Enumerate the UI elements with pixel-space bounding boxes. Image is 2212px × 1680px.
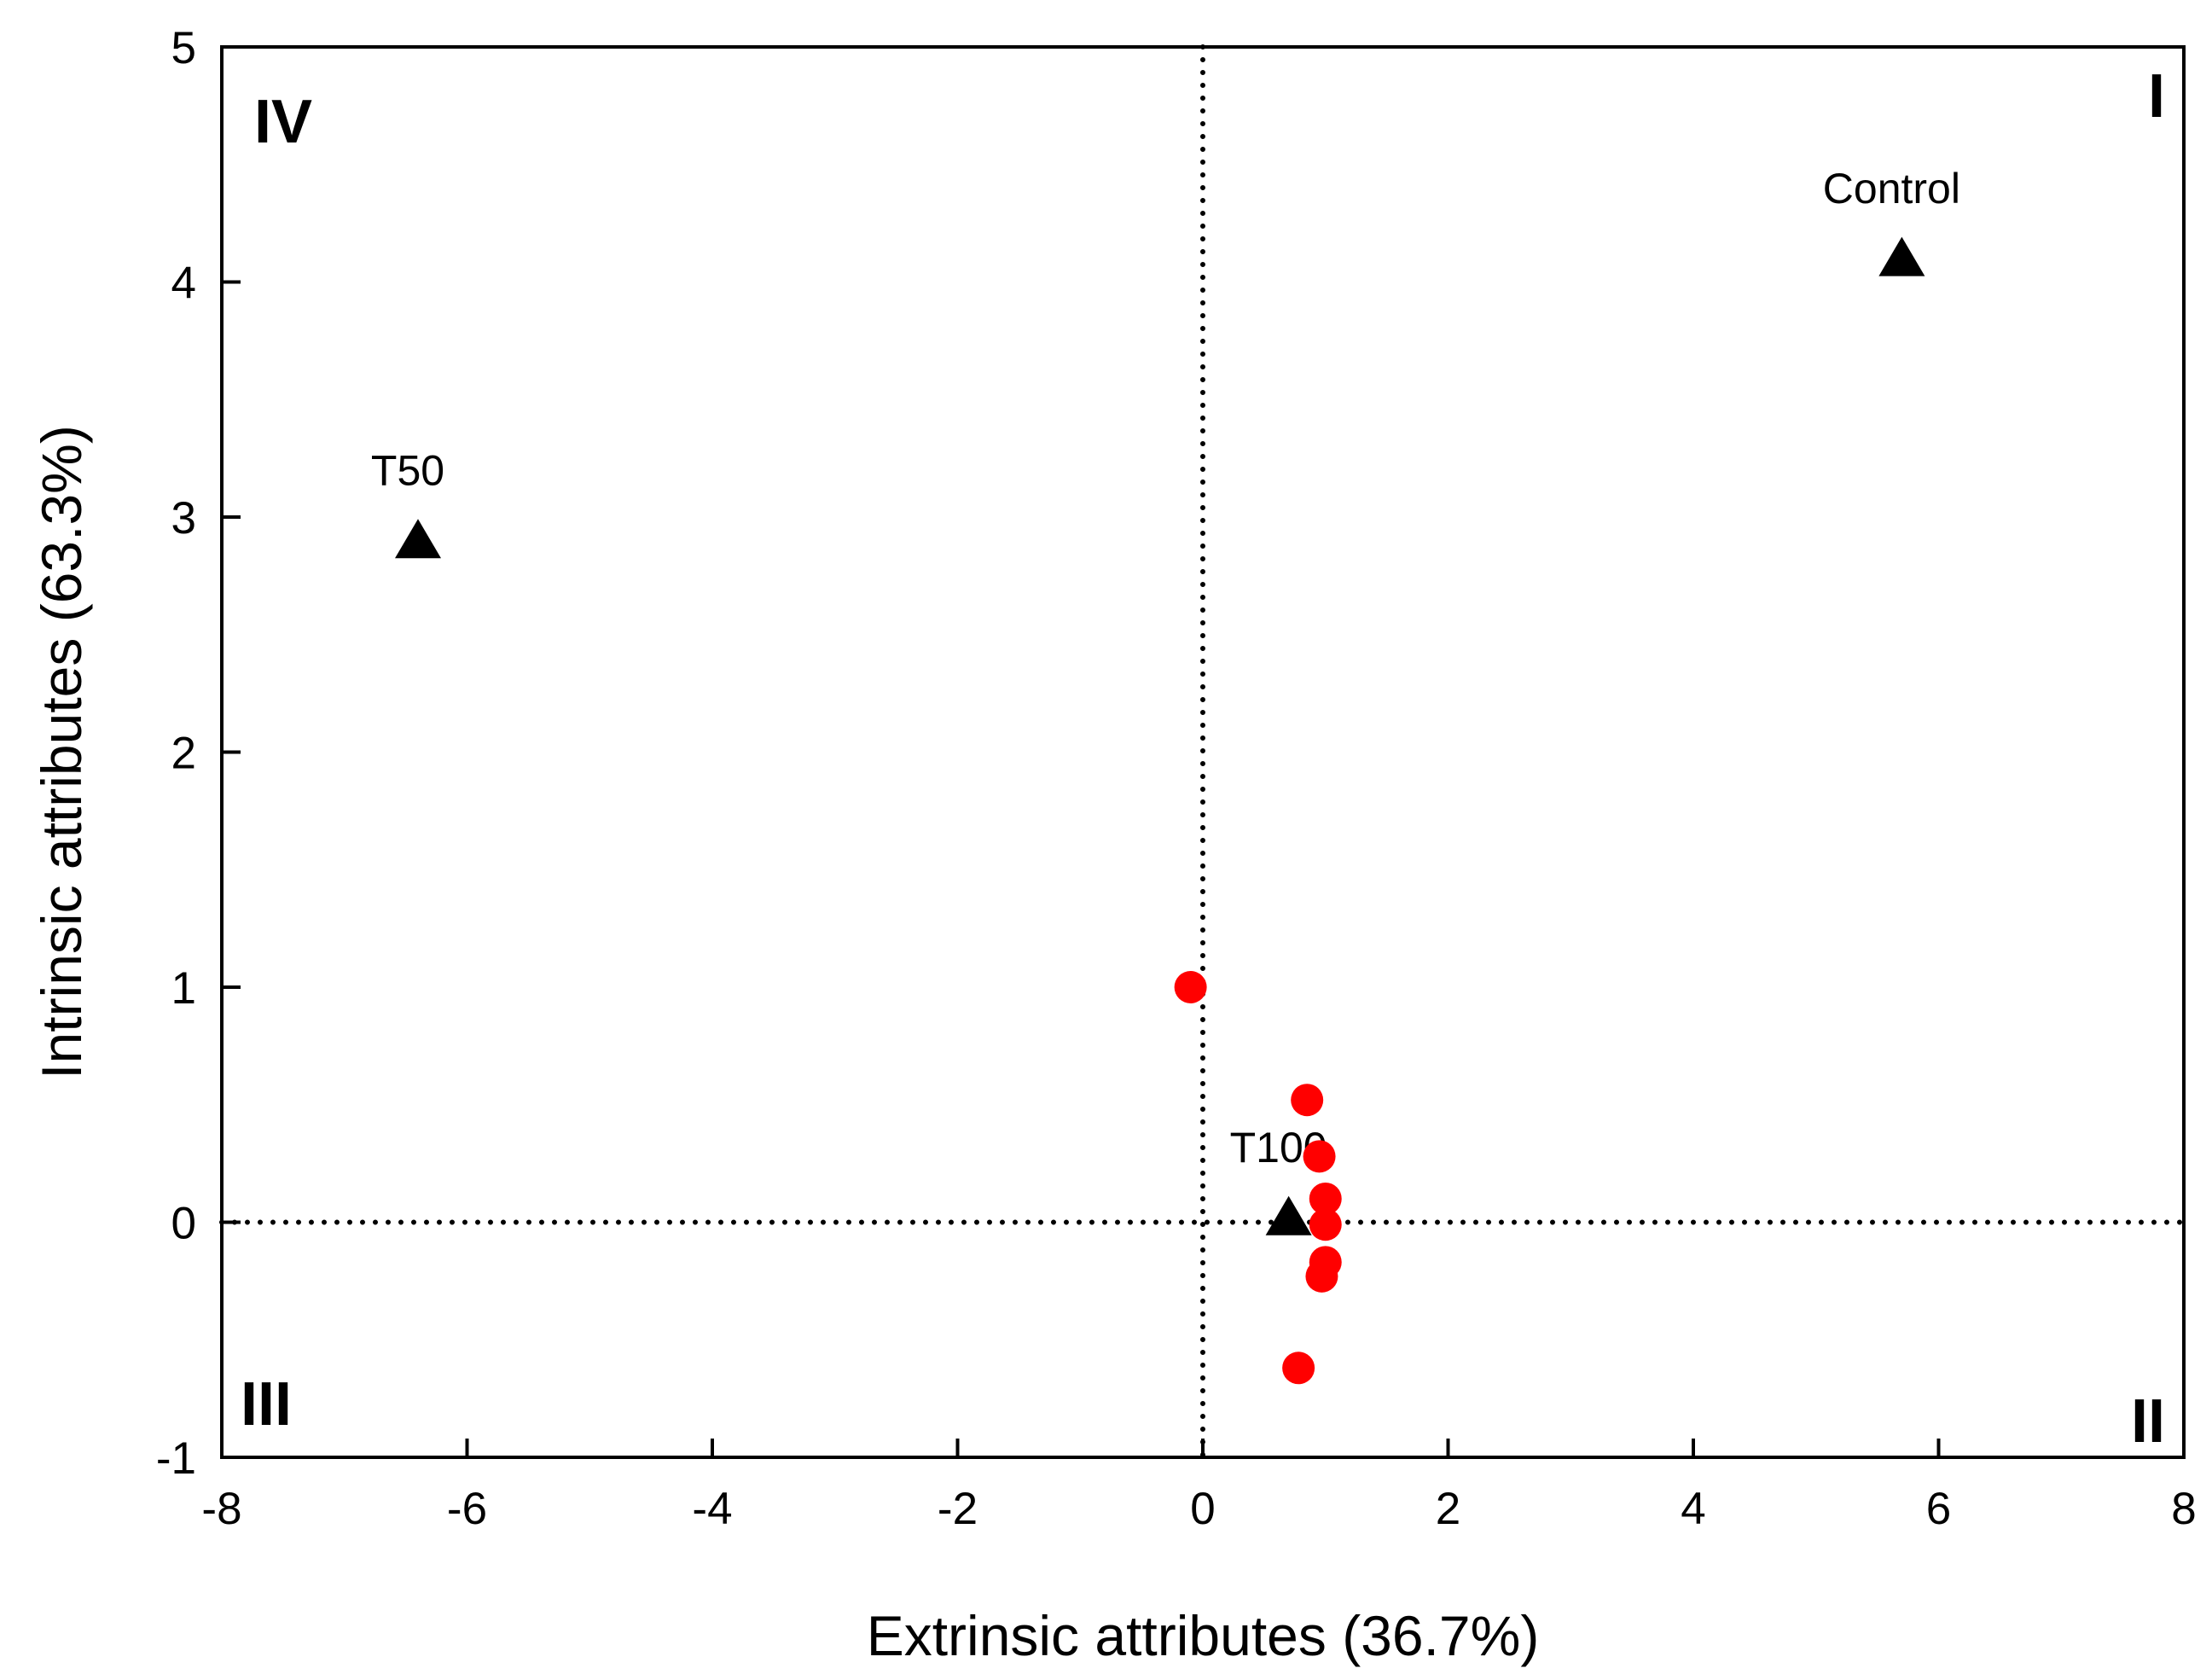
y-tick-label: 3 <box>171 493 196 544</box>
quadrant-label: I <box>2148 62 2165 131</box>
circle-marker <box>1309 1182 1342 1215</box>
quadrant-label: II <box>2131 1387 2165 1456</box>
x-tick-label: 8 <box>2171 1484 2196 1534</box>
y-axis-title: Intrinsic attributes (63.3%) <box>30 425 93 1079</box>
circle-marker <box>1303 1140 1336 1173</box>
point-label: T50 <box>371 447 444 495</box>
x-tick-label: 0 <box>1190 1484 1215 1534</box>
x-tick-label: -8 <box>201 1484 241 1534</box>
triangle-marker <box>1878 236 1925 276</box>
y-tick-label: -1 <box>156 1433 196 1484</box>
quadrant-label: III <box>241 1370 292 1439</box>
y-axis-ticks: -1 0 1 2 3 4 5 <box>156 23 241 1484</box>
x-tick-label: -6 <box>447 1484 487 1534</box>
y-tick-label: 5 <box>171 23 196 73</box>
point-label: Control <box>1823 165 1960 212</box>
x-tick-label: 4 <box>1681 1484 1705 1534</box>
y-tick-label: 2 <box>171 729 196 779</box>
circle-marker <box>1282 1352 1315 1385</box>
reference-lines <box>219 44 2186 1460</box>
circle-marker <box>1309 1208 1342 1241</box>
y-tick-label: 4 <box>171 259 196 309</box>
x-axis-ticks: -8 -6 -4 -2 0 2 4 6 8 <box>201 1439 2197 1534</box>
quadrant-label: IV <box>254 88 312 156</box>
x-tick-label: 6 <box>1926 1484 1951 1534</box>
x-axis-title: Extrinsic attributes (36.7%) <box>867 1604 1540 1667</box>
y-tick-label: 0 <box>171 1199 196 1249</box>
triangle-marker <box>395 519 441 559</box>
circle-marker <box>1305 1259 1338 1293</box>
x-tick-label: -4 <box>692 1484 732 1534</box>
triangle-marker <box>1265 1195 1312 1235</box>
circle-marker <box>1291 1084 1324 1117</box>
circle-marker <box>1174 971 1207 1003</box>
y-tick-label: 1 <box>171 963 196 1014</box>
x-tick-label: 2 <box>1436 1484 1460 1534</box>
x-tick-label: -2 <box>938 1484 978 1534</box>
